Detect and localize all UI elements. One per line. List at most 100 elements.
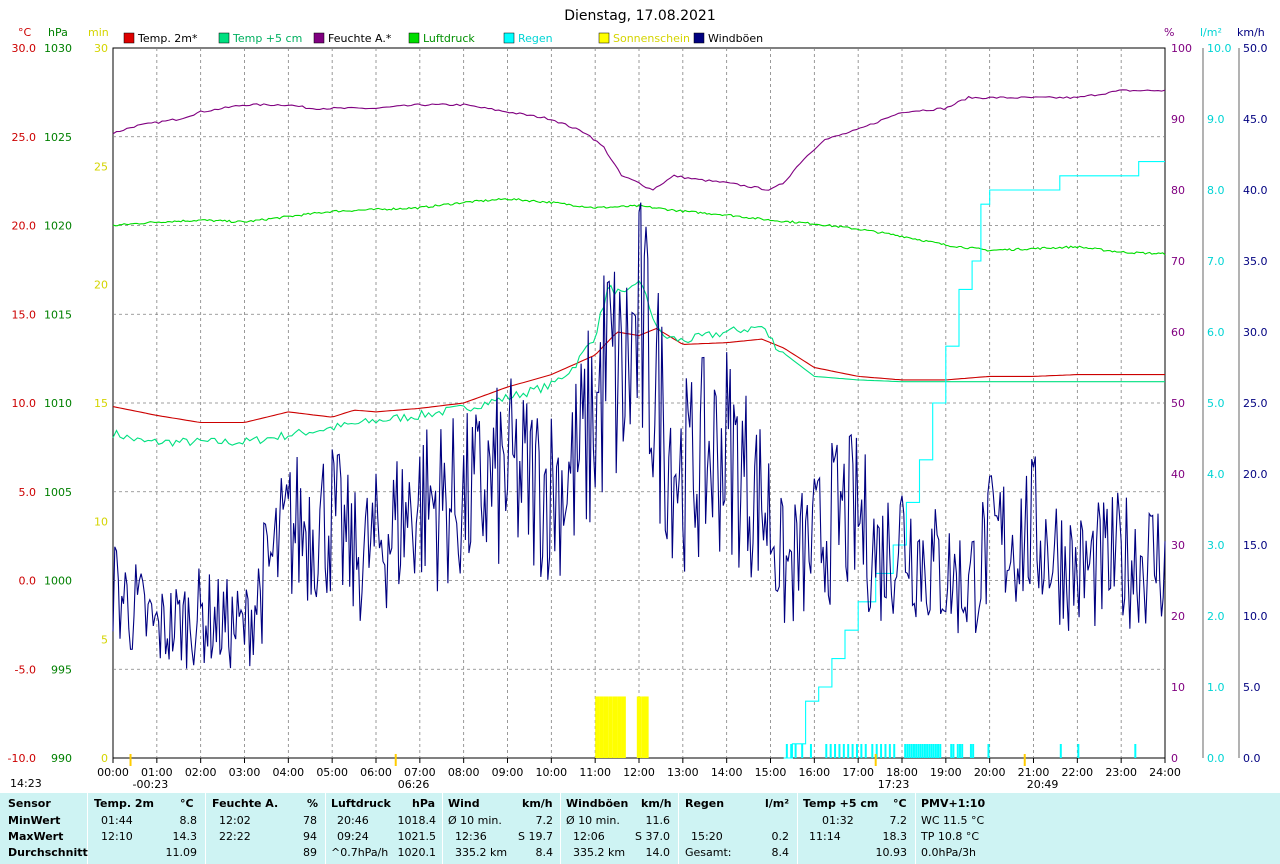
- axis-tick-label: 5.0: [1207, 397, 1225, 410]
- wind-max-value: S 19.7: [518, 830, 553, 843]
- row-max: MaxWert: [8, 830, 64, 843]
- rain-line: [783, 161, 1165, 759]
- rain-tick: [884, 744, 887, 758]
- axis-tick-label: 15.0: [1243, 539, 1268, 552]
- rain-tick: [842, 744, 845, 758]
- legend-swatch: [313, 32, 325, 44]
- rain-tick: [801, 744, 804, 758]
- wind-axis-label: km/h: [1237, 26, 1265, 39]
- x-tick-label: 12:00: [623, 766, 655, 779]
- axis-tick-label: 20: [1171, 610, 1185, 623]
- x-tick-label: 11:00: [579, 766, 611, 779]
- rain-tick: [825, 744, 828, 758]
- rain-tick: [838, 744, 841, 758]
- axis-tick-label: 10.0: [1207, 42, 1232, 55]
- x-tick-label: 03:00: [229, 766, 261, 779]
- temp5-max-value: 18.3: [882, 830, 908, 843]
- chart-legend: Temp. 2m* Temp +5 cm Feuchte A.* Luftdruck R…: [123, 32, 763, 45]
- sun-marker-label: 17:23: [878, 778, 910, 791]
- header-temp2m-unit: °C: [180, 797, 194, 810]
- right-axes: 100908070605040302010010.09.08.07.06.05.…: [1164, 26, 1268, 765]
- axis-tick-label: 4.0: [1207, 468, 1225, 481]
- sun-marker-label: 20:49: [1027, 778, 1059, 791]
- axis-tick-label: 0: [1171, 752, 1178, 765]
- x-tick-label: 01:00: [141, 766, 173, 779]
- axis-tick-label: 30: [94, 42, 108, 55]
- windboeen-min-value: 11.6: [645, 814, 671, 827]
- plot-grid: [112, 47, 1166, 759]
- pressure-line: [112, 197, 1166, 256]
- rain-tick: [1134, 744, 1137, 758]
- corner-label: 14:23: [10, 777, 42, 790]
- legend-swatch: [408, 32, 420, 44]
- humidity-line: [112, 89, 1166, 191]
- axis-tick-label: 0.0: [1243, 752, 1261, 765]
- axis-tick-label: 40.0: [1243, 184, 1268, 197]
- axis-tick-label: 80: [1171, 184, 1185, 197]
- luftdruck-min-value: 1018.4: [397, 814, 437, 827]
- sunshine-bar: [617, 696, 622, 758]
- rain-tick: [958, 744, 961, 758]
- weather-chart: Dienstag, 17.08.2021 Temp. 2m* Temp +5 cm…: [8, 8, 1268, 791]
- sunshine-bar: [603, 696, 609, 758]
- temp2m-min-time: 01:44: [101, 814, 133, 827]
- left-axes: 30.025.020.015.010.05.00.0-5.0-10.010301…: [8, 26, 109, 765]
- rain-tick: [934, 744, 937, 758]
- sunshine-bar: [599, 696, 604, 758]
- x-tick-label: 09:00: [492, 766, 524, 779]
- x-tick-label: 04:00: [272, 766, 304, 779]
- axis-tick-label: 25: [94, 160, 108, 173]
- axis-tick-label: 6.0: [1207, 326, 1225, 339]
- rain-tick: [888, 744, 891, 758]
- x-tick-label: 18:00: [886, 766, 918, 779]
- axis-tick-label: 1005: [44, 486, 72, 499]
- axis-tick-label: 20.0: [1243, 468, 1268, 481]
- regen-max-value: 0.2: [771, 830, 790, 843]
- gusts-line: [112, 202, 1166, 669]
- axis-tick-label: 70: [1171, 255, 1185, 268]
- rain-tick: [829, 744, 832, 758]
- rain-tick: [961, 744, 964, 758]
- axis-tick-label: 0.0: [1207, 752, 1225, 765]
- axis-tick-label: 10: [1171, 681, 1185, 694]
- axis-tick-label: 8.0: [1207, 184, 1225, 197]
- axis-tick-label: 990: [51, 752, 72, 765]
- row-avg: Durchschnitt: [8, 846, 88, 859]
- axis-tick-label: 1020: [44, 220, 72, 233]
- header-wind-unit: km/h: [522, 797, 553, 810]
- x-tick-label: 13:00: [667, 766, 699, 779]
- temp2m-max-value: 14.3: [172, 830, 198, 843]
- rain-tick: [871, 744, 874, 758]
- x-tick-label: 17:00: [842, 766, 874, 779]
- rain-tick: [794, 744, 797, 758]
- axis-tick-label: 10.0: [12, 397, 37, 410]
- temp5-min-time: 01:32: [822, 814, 854, 827]
- axis-tick-label: 7.0: [1207, 255, 1225, 268]
- rain-tick: [906, 744, 909, 758]
- axis-tick-label: 50: [1171, 397, 1185, 410]
- header-pmv: PMV+1:10: [921, 797, 986, 810]
- windboeen-distance: 335.2 km: [573, 846, 626, 859]
- x-tick-label: 10:00: [535, 766, 567, 779]
- rain-tick: [1077, 744, 1080, 758]
- rain-axis-label: l/m²: [1200, 26, 1222, 39]
- windboeen-average: 14.0: [645, 846, 671, 859]
- sunshine-bar: [608, 696, 613, 758]
- wind-distance: 335.2 km: [455, 846, 508, 859]
- x-tick-label: 15:00: [755, 766, 787, 779]
- legend-label: Temp. 2m*: [137, 32, 198, 45]
- rain-tick: [785, 744, 788, 758]
- header-windboeen-unit: km/h: [641, 797, 672, 810]
- header-feuchte: Feuchte A.: [212, 797, 279, 810]
- wind-average: 8.4: [535, 846, 554, 859]
- header-temp5: Temp +5 cm: [803, 797, 879, 810]
- rain-tick: [912, 744, 915, 758]
- rain-tick: [893, 744, 896, 758]
- sun-marker-label: -00:23: [133, 778, 169, 791]
- axis-tick-label: 30.0: [1243, 326, 1268, 339]
- rain-tick: [952, 744, 955, 758]
- legend-label: Sonnenschein: [613, 32, 690, 45]
- legend-swatch: [218, 32, 230, 44]
- rain-tick: [956, 744, 959, 758]
- luftdruck-trend: ^0.7hPa/h: [331, 846, 389, 859]
